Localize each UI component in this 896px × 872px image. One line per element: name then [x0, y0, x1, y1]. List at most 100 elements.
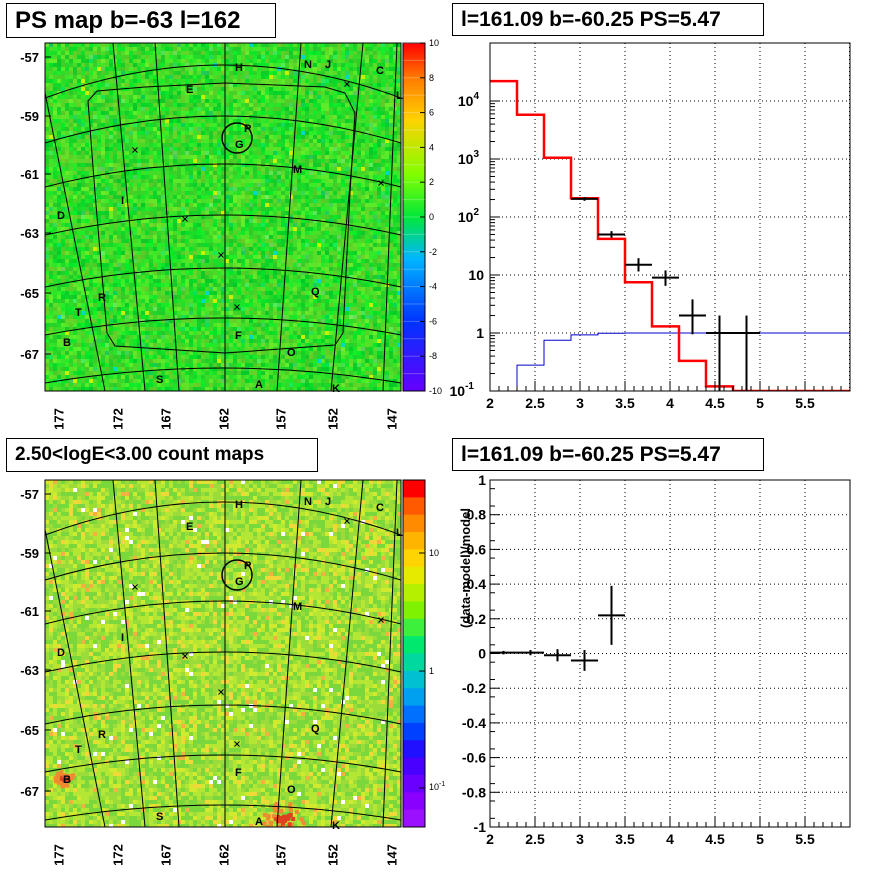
map-pixel — [337, 95, 341, 99]
map-pixel — [385, 71, 389, 75]
map-pixel — [289, 215, 293, 219]
map-pixel — [117, 215, 121, 219]
map-pixel — [61, 43, 65, 47]
map-pixel — [249, 251, 253, 255]
map-pixel — [305, 127, 309, 131]
map-pixel — [169, 103, 173, 107]
map-pixel — [249, 67, 253, 71]
map-pixel — [153, 75, 157, 79]
map-pixel — [193, 55, 197, 59]
map-pixel — [89, 199, 93, 203]
map-pixel — [313, 127, 317, 131]
map-pixel — [57, 251, 61, 255]
map-pixel — [377, 207, 381, 211]
map-pixel — [325, 115, 329, 119]
map-pixel — [329, 259, 333, 263]
map-pixel — [329, 43, 333, 47]
map-pixel — [149, 95, 153, 99]
map-pixel — [149, 223, 153, 227]
map-pixel — [149, 215, 153, 219]
map-pixel — [169, 159, 173, 163]
map-pixel — [81, 43, 85, 47]
map-pixel — [257, 207, 261, 211]
map-pixel — [277, 67, 281, 71]
map-pixel — [161, 79, 165, 83]
map-pixel — [113, 203, 117, 207]
map-pixel — [141, 163, 145, 167]
map-pixel — [373, 155, 377, 159]
map-pixel — [69, 195, 73, 199]
map-pixel — [141, 191, 145, 195]
map-pixel — [197, 59, 201, 63]
map-pixel — [245, 179, 249, 183]
map-pixel — [141, 211, 145, 215]
map-pixel — [317, 159, 321, 163]
map-pixel — [269, 147, 273, 151]
map-pixel — [117, 175, 121, 179]
map-pixel — [81, 159, 85, 163]
map-pixel — [365, 63, 369, 67]
map-pixel — [225, 155, 229, 159]
map-pixel — [353, 167, 357, 171]
map-pixel — [345, 135, 349, 139]
map-pixel — [229, 207, 233, 211]
map-pixel — [349, 211, 353, 215]
map-pixel — [145, 55, 149, 59]
map-pixel — [53, 187, 57, 191]
map-pixel — [273, 139, 277, 143]
map-pixel — [93, 219, 97, 223]
map-pixel — [93, 259, 97, 263]
map-pixel — [285, 55, 289, 59]
map-pixel — [357, 135, 361, 139]
map-pixel — [169, 183, 173, 187]
map-pixel — [389, 103, 393, 107]
map-pixel — [197, 251, 201, 255]
map-pixel — [225, 143, 229, 147]
map-pixel — [153, 103, 157, 107]
map-pixel — [153, 227, 157, 231]
map-pixel — [273, 111, 277, 115]
map-pixel — [245, 103, 249, 107]
map-pixel — [173, 251, 177, 255]
map-pixel — [253, 43, 257, 47]
map-pixel — [53, 67, 57, 71]
map-pixel — [301, 175, 305, 179]
map-pixel — [109, 91, 113, 95]
map-pixel — [177, 63, 181, 67]
map-pixel — [349, 59, 353, 63]
map-pixel — [273, 195, 277, 199]
map-pixel — [97, 63, 101, 67]
map-pixel — [265, 219, 269, 223]
map-pixel — [277, 183, 281, 187]
map-pixel — [45, 267, 49, 271]
map-pixel — [381, 147, 385, 151]
map-pixel — [73, 235, 77, 239]
map-pixel — [273, 199, 277, 203]
map-pixel — [217, 115, 221, 119]
map-pixel — [321, 143, 325, 147]
map-pixel — [229, 219, 233, 223]
map-pixel — [285, 59, 289, 63]
map-pixel — [393, 131, 397, 135]
map-pixel — [113, 199, 117, 203]
map-pixel — [265, 207, 269, 211]
map-pixel — [45, 207, 49, 211]
map-pixel — [145, 223, 149, 227]
map-pixel — [265, 203, 269, 207]
map-pixel — [197, 175, 201, 179]
map-pixel — [381, 227, 385, 231]
map-pixel — [153, 59, 157, 63]
map-pixel — [125, 263, 129, 267]
map-pixel — [305, 175, 309, 179]
map-pixel — [237, 215, 241, 219]
map-pixel — [261, 243, 265, 247]
map-pixel — [341, 99, 345, 103]
map-pixel — [209, 175, 213, 179]
map-pixel — [301, 55, 305, 59]
map-pixel — [117, 135, 121, 139]
map-pixel — [397, 103, 401, 107]
map-pixel — [221, 223, 225, 227]
map-pixel — [281, 247, 285, 251]
map-pixel — [173, 199, 177, 203]
